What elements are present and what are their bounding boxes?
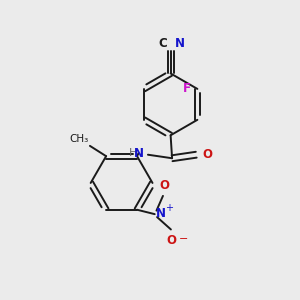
Text: N: N bbox=[156, 207, 166, 220]
Text: +: + bbox=[165, 203, 173, 213]
Text: O: O bbox=[167, 234, 176, 247]
Text: F: F bbox=[183, 82, 191, 95]
Text: CH₃: CH₃ bbox=[69, 134, 88, 144]
Text: O: O bbox=[203, 148, 213, 161]
Text: N: N bbox=[174, 37, 184, 50]
Text: C: C bbox=[158, 37, 167, 50]
Text: O: O bbox=[160, 179, 170, 192]
Text: N: N bbox=[134, 147, 143, 160]
Text: −: − bbox=[178, 234, 188, 244]
Text: H: H bbox=[128, 148, 137, 158]
